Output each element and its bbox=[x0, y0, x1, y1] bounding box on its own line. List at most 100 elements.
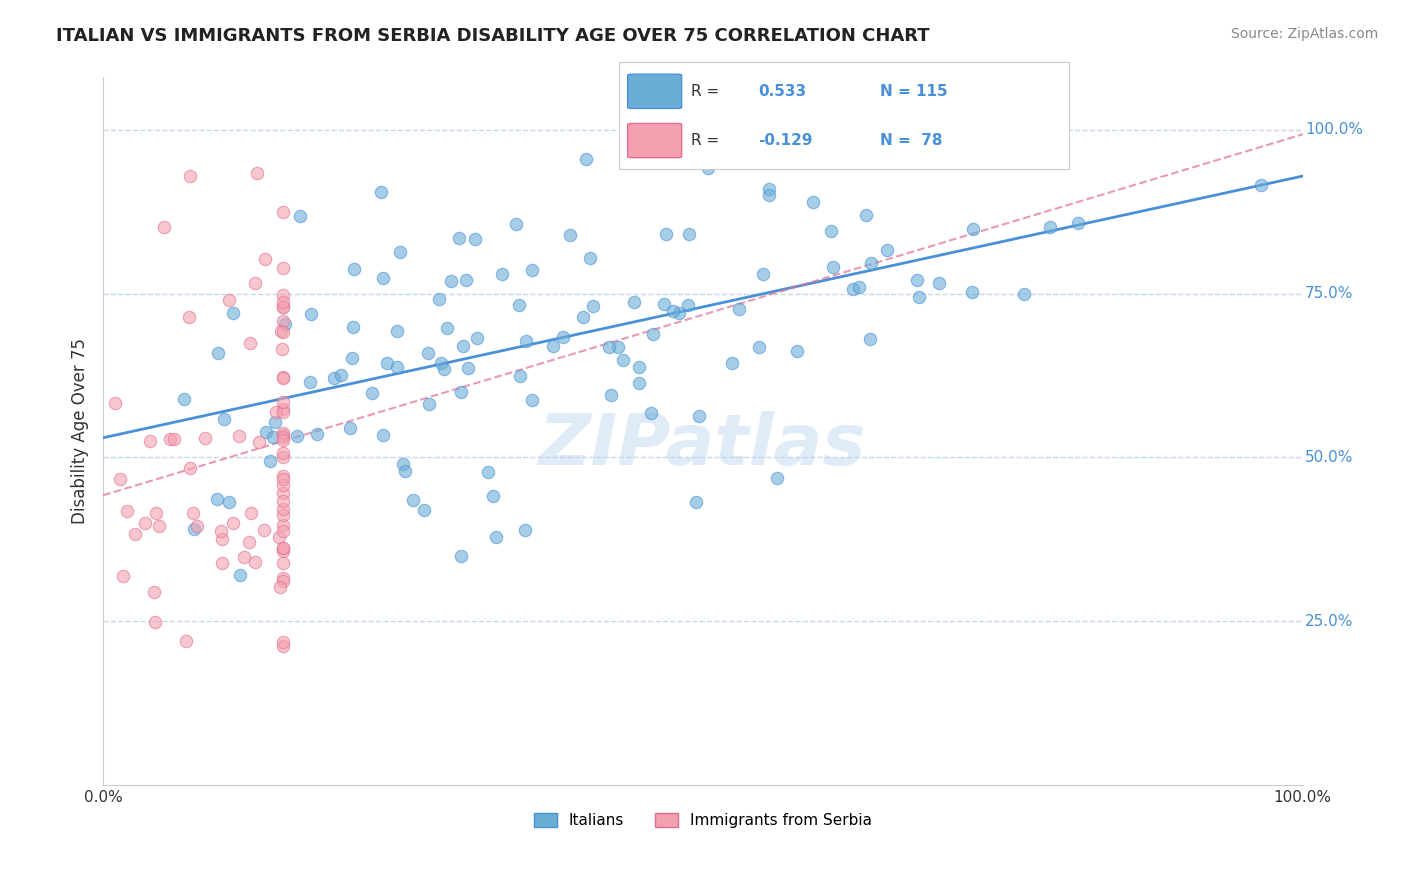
Point bbox=[628, 359, 651, 374]
Point bbox=[271, 425, 294, 440]
Point bbox=[271, 557, 294, 571]
Point bbox=[427, 292, 450, 306]
Point bbox=[727, 301, 749, 316]
Point bbox=[207, 345, 229, 359]
Point bbox=[181, 506, 204, 520]
Point bbox=[271, 541, 294, 555]
Point bbox=[678, 227, 700, 241]
Point bbox=[108, 472, 131, 486]
Point bbox=[908, 290, 931, 304]
Point bbox=[271, 401, 294, 416]
Point bbox=[387, 359, 409, 374]
Point bbox=[271, 433, 294, 447]
Point bbox=[271, 543, 294, 558]
Point bbox=[174, 633, 197, 648]
Point bbox=[801, 194, 824, 209]
Point bbox=[962, 285, 984, 300]
Point bbox=[340, 351, 363, 365]
Point bbox=[239, 506, 262, 520]
Point bbox=[387, 324, 409, 338]
Point bbox=[463, 232, 485, 246]
Point bbox=[228, 429, 250, 443]
Text: N =  78: N = 78 bbox=[880, 133, 942, 148]
Point bbox=[450, 384, 472, 399]
Point bbox=[115, 504, 138, 518]
Point bbox=[271, 477, 294, 491]
Point bbox=[928, 276, 950, 290]
Point bbox=[111, 569, 134, 583]
Point bbox=[343, 262, 366, 277]
Point bbox=[513, 523, 536, 537]
Point bbox=[233, 550, 256, 565]
Text: 75.0%: 75.0% bbox=[1305, 286, 1354, 301]
Point bbox=[820, 224, 842, 238]
Point bbox=[413, 503, 436, 517]
Legend: Italians, Immigrants from Serbia: Italians, Immigrants from Serbia bbox=[527, 806, 879, 834]
Point bbox=[271, 288, 294, 302]
Point bbox=[720, 356, 742, 370]
Point bbox=[271, 574, 294, 589]
Point bbox=[515, 334, 537, 348]
Point bbox=[392, 457, 415, 471]
Point bbox=[394, 464, 416, 478]
Point bbox=[264, 405, 287, 419]
Point bbox=[270, 324, 292, 338]
Point bbox=[329, 368, 352, 383]
Point bbox=[688, 409, 710, 424]
Point bbox=[752, 267, 775, 281]
Text: 50.0%: 50.0% bbox=[1305, 450, 1354, 465]
Point bbox=[612, 352, 634, 367]
Point bbox=[243, 555, 266, 569]
Point bbox=[179, 460, 201, 475]
Point bbox=[361, 385, 384, 400]
Point bbox=[375, 356, 398, 370]
Point bbox=[418, 397, 440, 411]
Point bbox=[430, 356, 453, 370]
Point bbox=[905, 273, 928, 287]
Point bbox=[271, 494, 294, 508]
Point bbox=[485, 530, 508, 544]
Point bbox=[643, 326, 665, 341]
Point bbox=[683, 121, 706, 136]
Point bbox=[855, 208, 877, 222]
Text: -0.129: -0.129 bbox=[758, 133, 813, 148]
Point bbox=[541, 339, 564, 353]
Point bbox=[285, 429, 308, 443]
Point bbox=[758, 181, 780, 195]
Point bbox=[758, 188, 780, 202]
Point bbox=[262, 430, 284, 444]
Point bbox=[271, 260, 294, 275]
Point bbox=[401, 493, 423, 508]
Point bbox=[640, 406, 662, 420]
Point bbox=[143, 615, 166, 630]
Point bbox=[876, 243, 898, 257]
Point bbox=[271, 485, 294, 500]
Text: 100.0%: 100.0% bbox=[1305, 122, 1362, 137]
Point bbox=[271, 370, 294, 384]
Point bbox=[322, 371, 344, 385]
Point bbox=[274, 318, 297, 332]
Point bbox=[440, 274, 463, 288]
Point bbox=[271, 295, 294, 310]
Point bbox=[339, 421, 361, 435]
Point bbox=[238, 535, 260, 549]
Point bbox=[271, 404, 294, 418]
Y-axis label: Disability Age Over 75: Disability Age Over 75 bbox=[72, 338, 89, 524]
Point bbox=[1067, 216, 1090, 230]
Point bbox=[218, 494, 240, 508]
Point bbox=[177, 310, 200, 324]
Point bbox=[179, 169, 201, 184]
Point bbox=[259, 454, 281, 468]
Point bbox=[205, 491, 228, 506]
Point bbox=[848, 280, 870, 294]
Point bbox=[271, 571, 294, 585]
Point bbox=[222, 305, 245, 319]
Point bbox=[859, 332, 882, 346]
Point bbox=[271, 450, 294, 464]
Point bbox=[416, 346, 439, 360]
Point bbox=[508, 298, 530, 312]
Point bbox=[842, 282, 865, 296]
Point bbox=[558, 227, 581, 242]
Point bbox=[271, 639, 294, 653]
Point bbox=[652, 297, 675, 311]
